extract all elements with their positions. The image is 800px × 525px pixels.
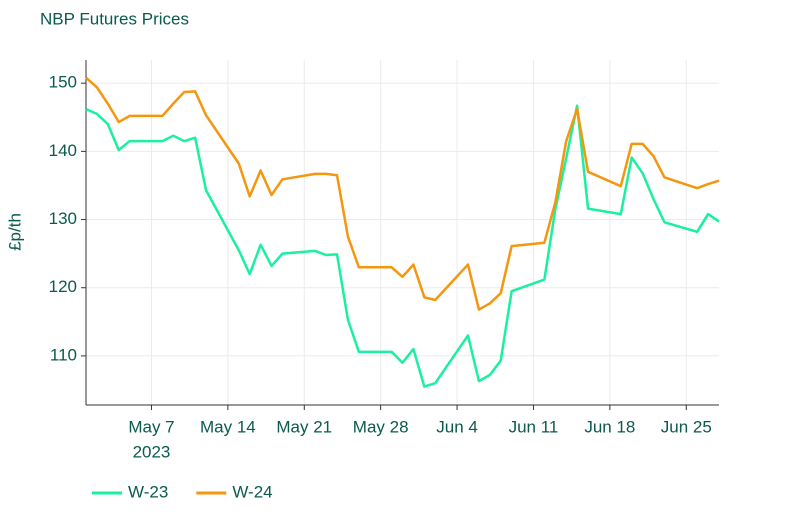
y-axis-label: £p/th (5, 213, 24, 251)
legend-label: W-23 (128, 482, 168, 501)
y-tick-label: 130 (49, 209, 77, 228)
y-tick-label: 110 (50, 345, 77, 364)
chart-title: NBP Futures Prices (40, 9, 189, 28)
x-tick-label: May 14 (200, 417, 256, 436)
x-tick-label: Jun 4 (436, 417, 478, 436)
y-tick-label: 150 (49, 73, 77, 92)
x-tick-label: Jun 18 (584, 417, 635, 436)
y-tick-label: 120 (49, 277, 77, 296)
series-line (85, 104, 720, 388)
y-tick-label: 140 (49, 141, 77, 160)
x-tick-year: 2023 (133, 442, 171, 461)
x-tick-label: May 21 (276, 417, 332, 436)
x-tick-label: Jun 25 (661, 417, 712, 436)
x-tick-label: May 7 (128, 417, 174, 436)
x-tick-label: Jun 11 (509, 417, 559, 436)
series-line (85, 76, 720, 311)
legend-label: W-24 (232, 482, 272, 501)
x-tick-label: May 28 (353, 417, 409, 436)
